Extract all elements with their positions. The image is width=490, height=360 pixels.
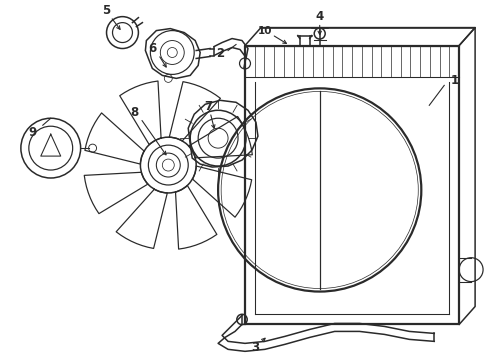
Text: 10: 10 <box>258 26 272 36</box>
Text: 6: 6 <box>148 42 156 55</box>
Text: 5: 5 <box>102 4 111 17</box>
Text: 2: 2 <box>216 47 224 60</box>
Text: 8: 8 <box>130 106 139 119</box>
Text: 7: 7 <box>204 100 212 113</box>
Text: 3: 3 <box>251 341 259 354</box>
Text: 4: 4 <box>316 10 324 23</box>
Text: 1: 1 <box>451 74 459 87</box>
Text: 9: 9 <box>29 126 37 139</box>
